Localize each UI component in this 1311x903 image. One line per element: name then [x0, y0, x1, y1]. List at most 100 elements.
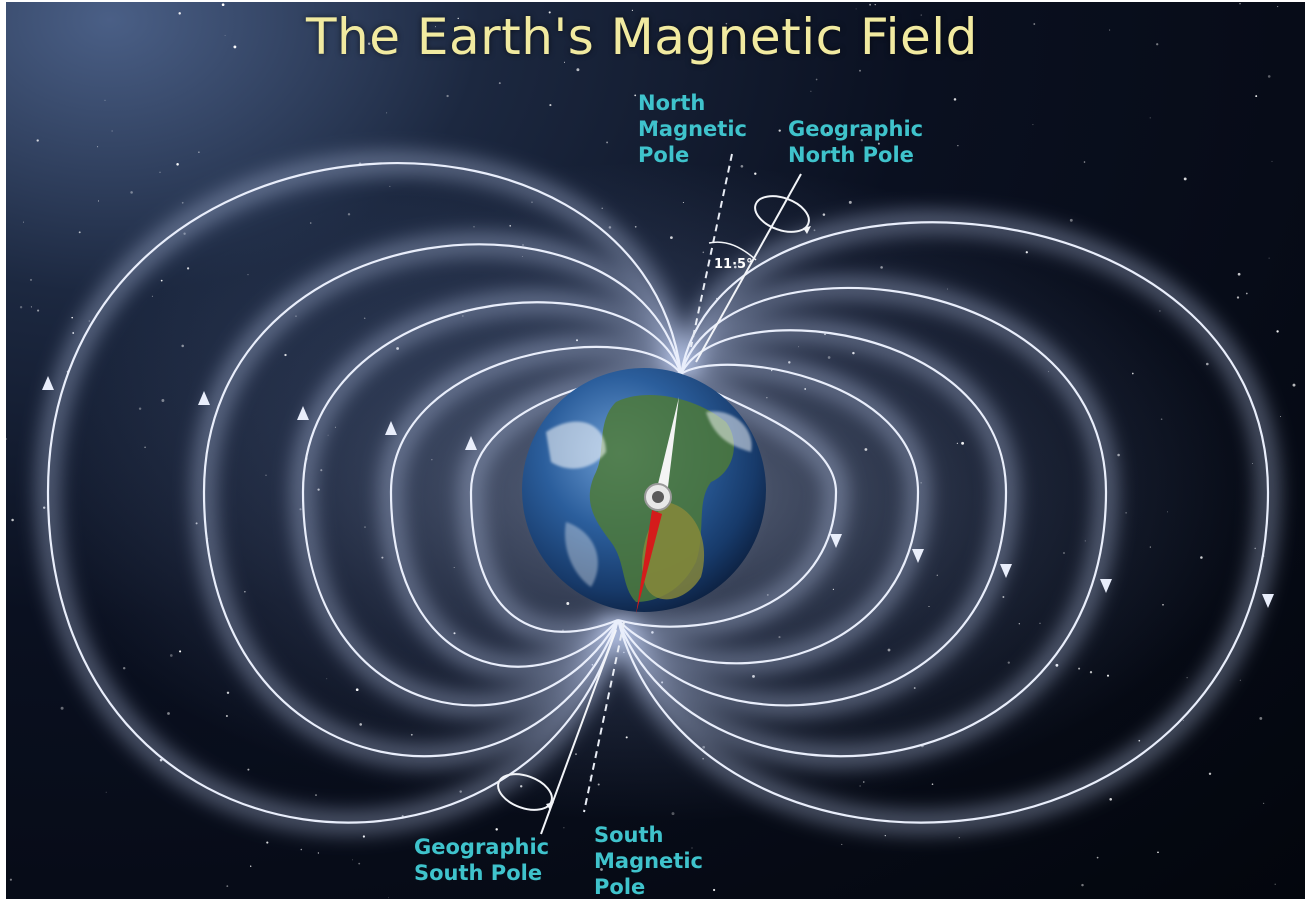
field-arrow-icon [42, 376, 54, 390]
star [810, 90, 812, 92]
star [225, 714, 228, 718]
field-line [617, 373, 838, 628]
star [860, 139, 863, 142]
star [434, 26, 436, 28]
star [169, 654, 173, 657]
star [151, 295, 153, 297]
star [887, 648, 891, 652]
star [852, 351, 855, 355]
star [1276, 330, 1279, 333]
star [6, 438, 8, 440]
star [1274, 883, 1276, 885]
star [104, 99, 106, 101]
star [105, 791, 107, 793]
star [931, 783, 934, 785]
north-rotation-arrow-icon [754, 195, 811, 234]
field-line [389, 345, 682, 668]
star [1018, 623, 1020, 625]
star [798, 346, 800, 348]
star [1267, 75, 1271, 78]
field-line [617, 329, 1008, 707]
star [388, 897, 389, 899]
star [877, 142, 880, 145]
star [702, 251, 705, 254]
star [130, 191, 133, 194]
star [198, 151, 200, 153]
star [352, 859, 353, 861]
star [181, 201, 184, 204]
star [1109, 798, 1112, 801]
star [186, 267, 190, 270]
star [602, 833, 605, 836]
star [1262, 802, 1265, 805]
star [226, 691, 230, 695]
star [1156, 43, 1159, 46]
star [601, 207, 603, 209]
star [1183, 177, 1187, 181]
star [859, 69, 861, 72]
star [1078, 667, 1081, 670]
star [548, 11, 551, 14]
field-arrow-icon [1000, 564, 1012, 578]
tilt-angle-label: 11·5° [714, 257, 753, 272]
star [226, 885, 229, 887]
star [654, 120, 658, 124]
star [1084, 540, 1086, 542]
star [1251, 463, 1253, 464]
star [364, 526, 366, 528]
star [1069, 218, 1073, 222]
star [386, 112, 388, 114]
label-geographic-south-pole: Geographic South Pole [414, 835, 550, 885]
star [1239, 679, 1241, 681]
star [575, 753, 577, 755]
star [36, 139, 39, 142]
star [167, 712, 170, 715]
star [1236, 296, 1240, 299]
star [473, 226, 475, 228]
star [956, 442, 959, 445]
geographic-axis [540, 173, 802, 835]
star [1239, 2, 1241, 5]
star [810, 129, 812, 131]
star [160, 279, 163, 282]
star [97, 146, 99, 148]
star [327, 434, 329, 436]
label-geographic-north-pole: Geographic North Pole [788, 117, 924, 167]
star [1096, 856, 1099, 859]
star [389, 185, 391, 187]
star [766, 397, 768, 399]
star [509, 225, 511, 227]
star [869, 3, 872, 6]
star [60, 706, 64, 710]
star [1160, 418, 1163, 421]
star [884, 835, 886, 837]
star [138, 407, 142, 410]
star [122, 666, 126, 670]
star [1125, 512, 1127, 514]
star [1007, 661, 1010, 664]
star [410, 733, 413, 736]
star [453, 567, 455, 568]
star [754, 172, 757, 175]
star [1205, 362, 1209, 366]
compass-needle-icon [636, 397, 679, 614]
star [1200, 556, 1203, 559]
star [1259, 716, 1263, 720]
star [9, 878, 12, 881]
star [358, 862, 361, 865]
star [740, 164, 744, 168]
label-north-magnetic-pole: North Magnetic Pole [638, 91, 747, 167]
star [1081, 883, 1084, 887]
star [855, 8, 857, 10]
star [606, 141, 609, 144]
star [178, 12, 181, 15]
star [691, 847, 693, 849]
star [1083, 161, 1086, 163]
star [1268, 257, 1270, 259]
star [224, 35, 226, 36]
star [317, 852, 320, 854]
star [864, 448, 868, 451]
field-arrow-icon [465, 436, 477, 450]
star [359, 723, 362, 726]
star [670, 236, 673, 239]
